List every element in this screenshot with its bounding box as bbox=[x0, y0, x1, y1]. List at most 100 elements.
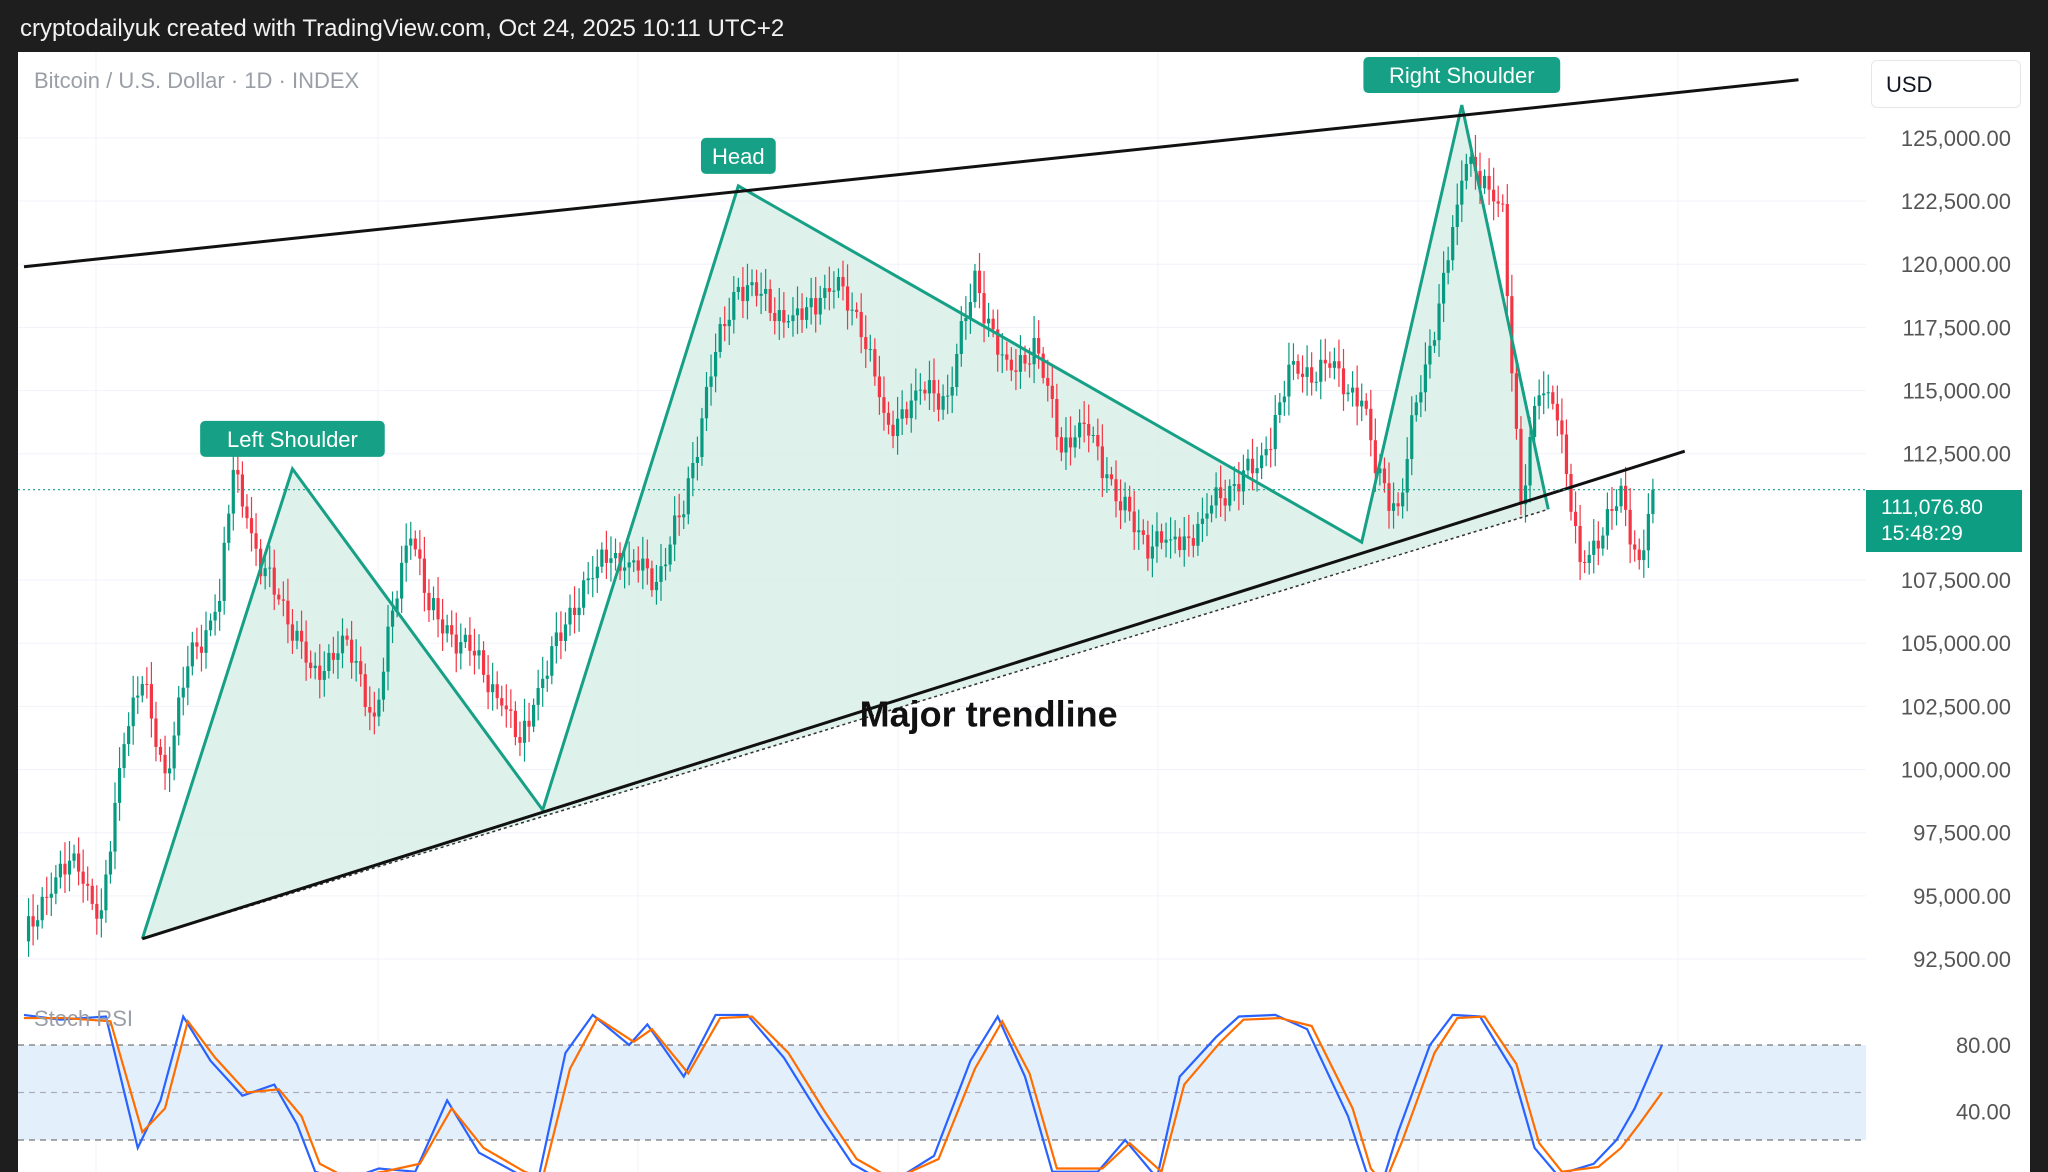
candle-body bbox=[495, 684, 499, 699]
candle bbox=[381, 657, 386, 712]
candle-body bbox=[1141, 530, 1145, 535]
candle-body bbox=[445, 625, 449, 634]
candle-body bbox=[723, 324, 727, 327]
candle bbox=[1132, 490, 1136, 550]
candle bbox=[1642, 529, 1646, 578]
candle bbox=[996, 309, 1000, 372]
candle-body bbox=[1614, 506, 1619, 511]
price-tick-label: 100,000.00 bbox=[1901, 758, 2011, 783]
candle-body bbox=[918, 389, 922, 391]
candle bbox=[586, 562, 590, 595]
candle-body bbox=[1023, 355, 1027, 364]
candle-body bbox=[545, 675, 549, 679]
candle bbox=[299, 610, 304, 659]
candle-body bbox=[645, 558, 649, 569]
candle-body bbox=[245, 506, 249, 519]
candle bbox=[491, 662, 495, 711]
candle bbox=[249, 496, 254, 552]
candle bbox=[1401, 478, 1405, 519]
candle-body bbox=[1082, 422, 1086, 424]
candle-body bbox=[636, 560, 640, 571]
label-text: Head bbox=[712, 144, 765, 169]
candle bbox=[1032, 315, 1036, 384]
candle-body bbox=[1137, 530, 1141, 533]
candle bbox=[1159, 523, 1164, 550]
candle bbox=[741, 267, 745, 319]
candle-body bbox=[227, 513, 231, 543]
candle-body bbox=[987, 318, 991, 324]
candle bbox=[1360, 383, 1364, 422]
candle bbox=[1250, 438, 1255, 491]
candle-body bbox=[572, 607, 577, 615]
candle-body bbox=[582, 580, 586, 608]
candle bbox=[331, 636, 335, 674]
candle bbox=[1096, 418, 1100, 461]
candle-body bbox=[309, 662, 313, 669]
candle-body bbox=[1041, 353, 1045, 378]
candle bbox=[750, 269, 754, 297]
candle bbox=[777, 287, 781, 340]
candle bbox=[518, 721, 522, 757]
candle-body bbox=[827, 288, 831, 292]
candle bbox=[1519, 416, 1523, 516]
candle bbox=[1105, 457, 1109, 493]
candle-body bbox=[1191, 538, 1195, 546]
candle bbox=[336, 631, 340, 679]
candle bbox=[1610, 486, 1614, 530]
candle-body bbox=[1391, 503, 1396, 511]
candle bbox=[1246, 449, 1250, 479]
candle bbox=[277, 588, 281, 605]
candle-body bbox=[418, 549, 422, 559]
candle bbox=[1501, 194, 1505, 213]
candle bbox=[1100, 424, 1104, 498]
candle-body bbox=[272, 567, 276, 595]
candle-body bbox=[122, 744, 126, 769]
price-chart-svg[interactable]: Left Shoulder Head Right Shoulder Major tre… bbox=[18, 52, 2030, 1172]
candle bbox=[208, 613, 213, 637]
candle bbox=[404, 523, 408, 582]
candle bbox=[40, 887, 44, 929]
candle bbox=[1323, 338, 1327, 382]
candle-body bbox=[459, 642, 463, 654]
candle-body bbox=[1255, 468, 1259, 474]
candle bbox=[1355, 365, 1359, 426]
candle-body bbox=[936, 393, 941, 410]
candle-body bbox=[745, 285, 750, 302]
candle bbox=[441, 598, 445, 651]
candle bbox=[1578, 504, 1582, 581]
candle-body bbox=[81, 871, 85, 884]
candle-body bbox=[90, 885, 94, 904]
candle-body bbox=[786, 321, 790, 323]
candle-body bbox=[1537, 395, 1541, 406]
price-tick-label: 112,500.00 bbox=[1903, 442, 2011, 467]
candle-body bbox=[1109, 474, 1114, 480]
candle-body bbox=[331, 652, 335, 660]
candle bbox=[108, 840, 113, 884]
currency-selector[interactable]: USD bbox=[1871, 60, 2021, 108]
candle bbox=[127, 712, 131, 757]
candle-body bbox=[1596, 540, 1600, 549]
candle bbox=[914, 368, 918, 420]
candle bbox=[786, 314, 790, 328]
candle bbox=[1460, 160, 1464, 223]
candle-body bbox=[136, 695, 140, 698]
candle bbox=[1260, 442, 1264, 480]
candle bbox=[568, 594, 572, 636]
candle-body bbox=[991, 318, 995, 330]
candle bbox=[550, 636, 554, 685]
candle-body bbox=[727, 319, 731, 327]
label-box bbox=[200, 420, 385, 457]
candle-body bbox=[31, 916, 35, 927]
candle bbox=[896, 396, 900, 455]
candle bbox=[1219, 465, 1223, 517]
price-tick-label: 92,500.00 bbox=[1913, 947, 2011, 972]
candle-body bbox=[1519, 428, 1523, 505]
candle-body bbox=[1296, 361, 1300, 374]
candle-body bbox=[1323, 359, 1327, 364]
candle-body bbox=[381, 671, 386, 700]
candle-body bbox=[795, 308, 800, 316]
candle bbox=[158, 738, 163, 762]
chart-area[interactable]: Left Shoulder Head Right Shoulder Major tre… bbox=[18, 52, 2030, 1172]
candle bbox=[541, 656, 545, 707]
candle bbox=[1018, 335, 1023, 389]
